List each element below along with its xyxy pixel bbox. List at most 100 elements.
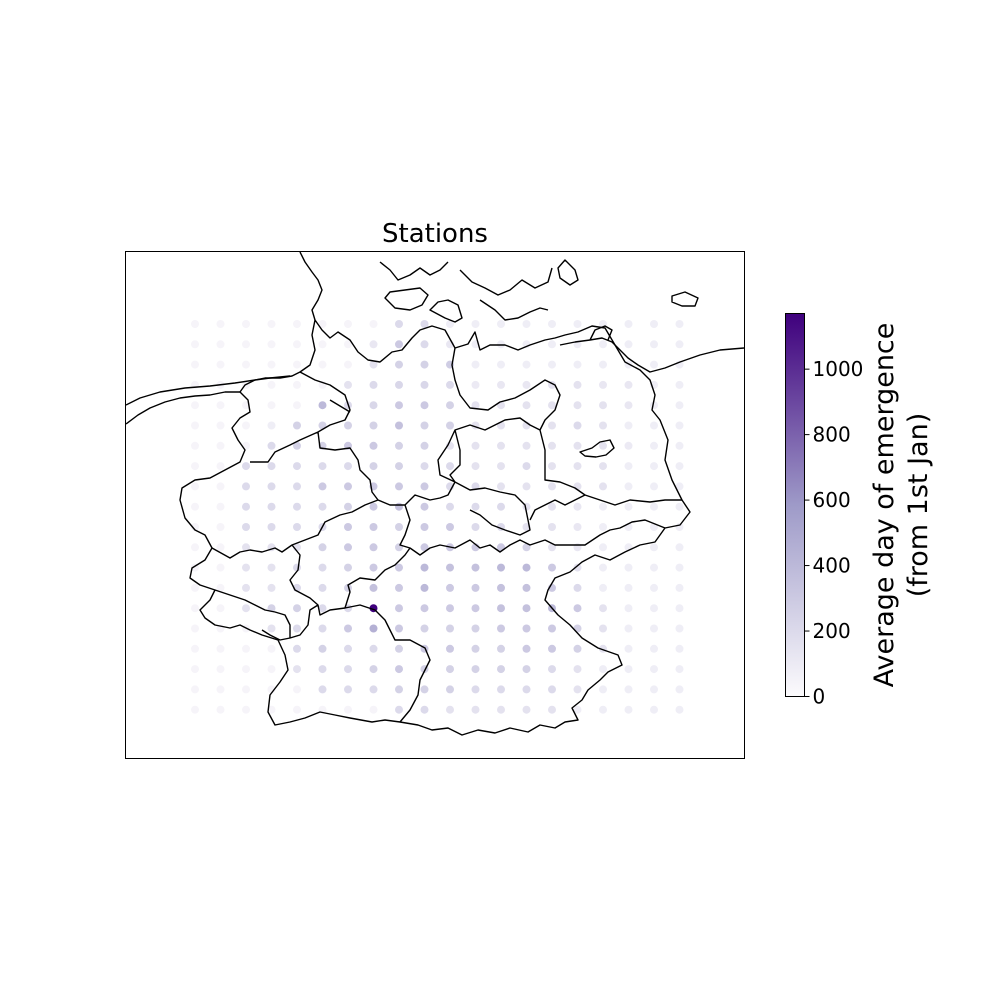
station-dot xyxy=(420,604,429,613)
station-dot xyxy=(344,502,352,511)
station-dot xyxy=(318,482,327,491)
station-dot xyxy=(573,360,582,369)
station-dot xyxy=(675,644,684,653)
station-dot xyxy=(497,380,505,389)
station-dot xyxy=(548,624,556,633)
station-dot xyxy=(216,644,225,653)
station-dot xyxy=(293,340,301,349)
station-dot xyxy=(318,462,327,471)
station-dot xyxy=(293,644,301,653)
station-dot xyxy=(548,421,556,430)
station-dot xyxy=(267,340,276,349)
station-dot xyxy=(650,644,658,653)
station-dot xyxy=(522,665,531,674)
station-dot xyxy=(344,644,352,653)
station-dot xyxy=(420,441,429,450)
station-dot xyxy=(471,360,480,369)
station-dot xyxy=(420,462,429,471)
station-dot xyxy=(497,441,505,450)
station-dot xyxy=(675,320,684,328)
colorbar xyxy=(785,313,805,697)
station-dot xyxy=(497,320,505,328)
station-dot xyxy=(344,482,352,491)
station-dot xyxy=(395,482,403,491)
station-dot xyxy=(650,441,658,450)
station-dot xyxy=(242,320,250,328)
station-dot xyxy=(497,482,505,491)
station-dot xyxy=(344,380,352,389)
station-dot xyxy=(216,441,225,450)
station-dot xyxy=(548,523,556,531)
station-dot xyxy=(216,462,225,471)
station-dot xyxy=(242,563,250,572)
station-dot xyxy=(191,340,199,349)
station-dot xyxy=(395,320,403,328)
station-dot xyxy=(446,563,454,572)
station-dot xyxy=(267,624,276,633)
station-dot xyxy=(573,502,582,511)
station-dot xyxy=(369,523,378,531)
station-dot xyxy=(650,320,658,328)
station-dot xyxy=(573,563,582,572)
station-dots xyxy=(191,320,684,714)
station-dot xyxy=(446,523,454,531)
station-dot xyxy=(599,502,607,511)
station-dot xyxy=(318,624,327,633)
station-dot xyxy=(191,482,199,491)
station-dot xyxy=(650,685,658,694)
station-dot xyxy=(548,320,556,328)
station-dot xyxy=(267,401,276,410)
station-dot xyxy=(216,340,225,349)
station-dot xyxy=(395,705,403,714)
station-dot xyxy=(395,583,403,592)
station-dot xyxy=(420,360,429,369)
station-dot xyxy=(369,583,378,592)
station-dot xyxy=(650,482,658,491)
station-dot xyxy=(293,523,301,531)
station-dot xyxy=(242,705,250,714)
station-dot xyxy=(242,340,250,349)
station-dot xyxy=(344,523,352,531)
station-dot xyxy=(242,482,250,491)
state-borders xyxy=(211,347,682,723)
station-dot xyxy=(599,401,607,410)
station-dot xyxy=(675,340,684,349)
station-dot xyxy=(675,523,684,531)
station-dot xyxy=(599,441,607,450)
station-dot xyxy=(267,644,276,653)
station-dot xyxy=(267,523,276,531)
station-dot xyxy=(599,563,607,572)
station-dot xyxy=(497,644,505,653)
station-dot xyxy=(573,685,582,694)
station-dot xyxy=(344,340,352,349)
station-dot xyxy=(293,624,301,633)
station-dot xyxy=(191,401,199,410)
station-dot xyxy=(267,482,276,491)
station-dot xyxy=(318,604,327,613)
station-dot xyxy=(548,401,556,410)
station-dot xyxy=(675,462,684,471)
station-dot xyxy=(650,543,658,552)
station-dot xyxy=(344,360,352,369)
station-dot xyxy=(675,563,684,572)
station-dot xyxy=(395,624,403,633)
colorbar-tick-label: 600 xyxy=(813,488,851,512)
station-dot xyxy=(650,502,658,511)
station-dot xyxy=(624,604,633,613)
station-dot xyxy=(573,644,582,653)
station-dot xyxy=(216,685,225,694)
station-dot xyxy=(344,624,352,633)
station-dot xyxy=(369,340,378,349)
station-dot xyxy=(242,543,250,552)
station-dot xyxy=(446,320,454,328)
colorbar-label-line2: (from 1st Jan) xyxy=(903,413,934,598)
station-dot xyxy=(293,320,301,328)
station-dot xyxy=(395,665,403,674)
station-dot xyxy=(344,685,352,694)
station-dot xyxy=(497,563,505,572)
germany-border xyxy=(179,319,691,736)
station-dot xyxy=(497,502,505,511)
station-dot xyxy=(267,705,276,714)
station-dot xyxy=(522,482,531,491)
station-dot xyxy=(293,604,301,613)
